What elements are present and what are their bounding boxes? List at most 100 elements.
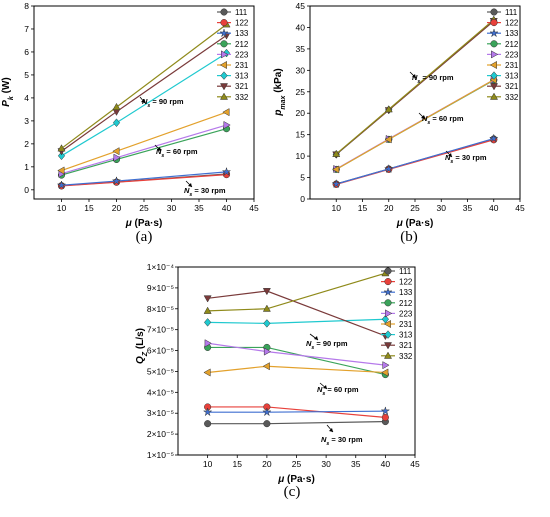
legend-marker: [221, 50, 229, 59]
series-line: [61, 23, 227, 149]
data-point: [202, 407, 213, 417]
data-point: [203, 295, 212, 303]
x-tick-label: 25: [139, 203, 149, 213]
legend-label: 133: [399, 288, 413, 297]
series-line: [207, 290, 386, 337]
data-point: [263, 420, 271, 428]
data-point: [203, 318, 212, 327]
y-tick-label: 6×10⁻⁵: [147, 346, 174, 356]
y-tick-label: 40: [296, 22, 306, 32]
annotation-label: Ns = 60 rpm: [317, 385, 359, 397]
x-axis-label: μ (Pa·s): [277, 474, 315, 485]
data-point: [203, 368, 211, 377]
x-tick-label: 15: [84, 203, 94, 213]
data-point: [381, 413, 389, 421]
data-point: [222, 108, 230, 117]
series-line: [61, 34, 227, 152]
series-133: [331, 133, 499, 189]
series-231: [203, 362, 389, 377]
x-tick-label: 10: [203, 459, 213, 469]
y-tick-label: 1×10⁻⁴: [147, 262, 175, 272]
data-point: [112, 147, 120, 156]
data-point: [112, 118, 121, 128]
legend-marker: [489, 60, 497, 70]
x-tick-label: 45: [249, 203, 259, 213]
legend-label: 111: [235, 8, 248, 17]
legend-marker: [490, 71, 498, 80]
series-313: [203, 314, 390, 328]
legend-marker: [489, 28, 499, 38]
x-tick-label: 30: [437, 203, 447, 213]
legend-marker: [383, 287, 393, 297]
x-tick-label: 20: [384, 203, 394, 213]
legend-marker: [385, 309, 393, 318]
legend-marker: [384, 278, 392, 286]
x-tick-label: 15: [233, 459, 243, 469]
annotation-label: Ns = 30 rpm: [445, 153, 487, 165]
annotation-label: Ns = 60 rpm: [422, 114, 464, 126]
series-line: [61, 171, 227, 186]
annotation-label: Ns = 30 rpm: [184, 186, 226, 198]
y-tick-label: 2×10⁻⁵: [147, 429, 174, 439]
series-321: [332, 18, 498, 159]
data-point: [488, 133, 499, 143]
data-point: [111, 175, 122, 186]
data-point: [203, 306, 212, 314]
legend-label: 212: [505, 40, 519, 49]
y-tick-label: 5: [24, 70, 29, 80]
series-231: [57, 108, 230, 175]
legend-label: 223: [235, 50, 249, 59]
legend-label: 231: [399, 320, 413, 329]
x-tick-label: 45: [515, 203, 525, 213]
legend-marker: [491, 50, 499, 59]
legend-label: 122: [505, 19, 519, 28]
annotation-arrowhead: [448, 153, 452, 157]
y-tick-label: 20: [296, 108, 306, 118]
panel-label: (a): [136, 229, 153, 245]
legend-marker: [219, 28, 229, 38]
legend-marker: [219, 83, 229, 91]
data-point: [57, 151, 66, 161]
annotation-arrowhead: [157, 147, 161, 151]
series-111: [204, 418, 389, 428]
legend-label: 231: [505, 61, 519, 70]
data-point: [57, 144, 66, 152]
data-point: [57, 166, 65, 175]
data-point: [112, 102, 121, 111]
series-212: [204, 343, 389, 379]
x-tick-label: 35: [463, 203, 473, 213]
data-point: [384, 135, 392, 144]
legend-label: 332: [399, 352, 413, 361]
series-321: [203, 288, 390, 341]
legend-marker: [383, 342, 393, 350]
plot-frame: [309, 5, 521, 200]
legend-marker: [384, 330, 392, 339]
series-212: [57, 125, 231, 179]
chart-panel-2: 10 15 20 25 30 35 40 45 0 5 10 15 20 25 30 35 40 45 111 122…: [273, 1, 525, 245]
data-point: [380, 406, 391, 416]
series-321: [57, 32, 231, 156]
data-point: [204, 420, 212, 428]
series-133: [202, 406, 391, 417]
series-223: [204, 339, 390, 370]
annotation-label: Ns = 90 rpm: [142, 97, 184, 109]
y-tick-label: 4: [24, 93, 29, 103]
series-line: [207, 420, 386, 425]
y-tick-label: 0: [300, 194, 305, 204]
data-point: [382, 361, 390, 370]
x-tick-label: 45: [410, 459, 420, 469]
y-tick-label: 8×10⁻⁵: [147, 304, 174, 314]
series-313: [57, 48, 231, 161]
y-tick-label: 0: [24, 185, 29, 195]
y-tick-label: 3×10⁻⁵: [147, 408, 174, 418]
legend-label: 212: [235, 40, 249, 49]
x-tick-label: 15: [358, 203, 368, 213]
y-tick-label: 1: [24, 162, 29, 172]
legend-label: 321: [235, 82, 249, 91]
legend-label: 332: [235, 93, 249, 102]
data-point: [262, 288, 271, 296]
legend-label: 223: [399, 309, 413, 318]
legend-marker: [220, 40, 228, 48]
legend-marker: [383, 319, 391, 329]
